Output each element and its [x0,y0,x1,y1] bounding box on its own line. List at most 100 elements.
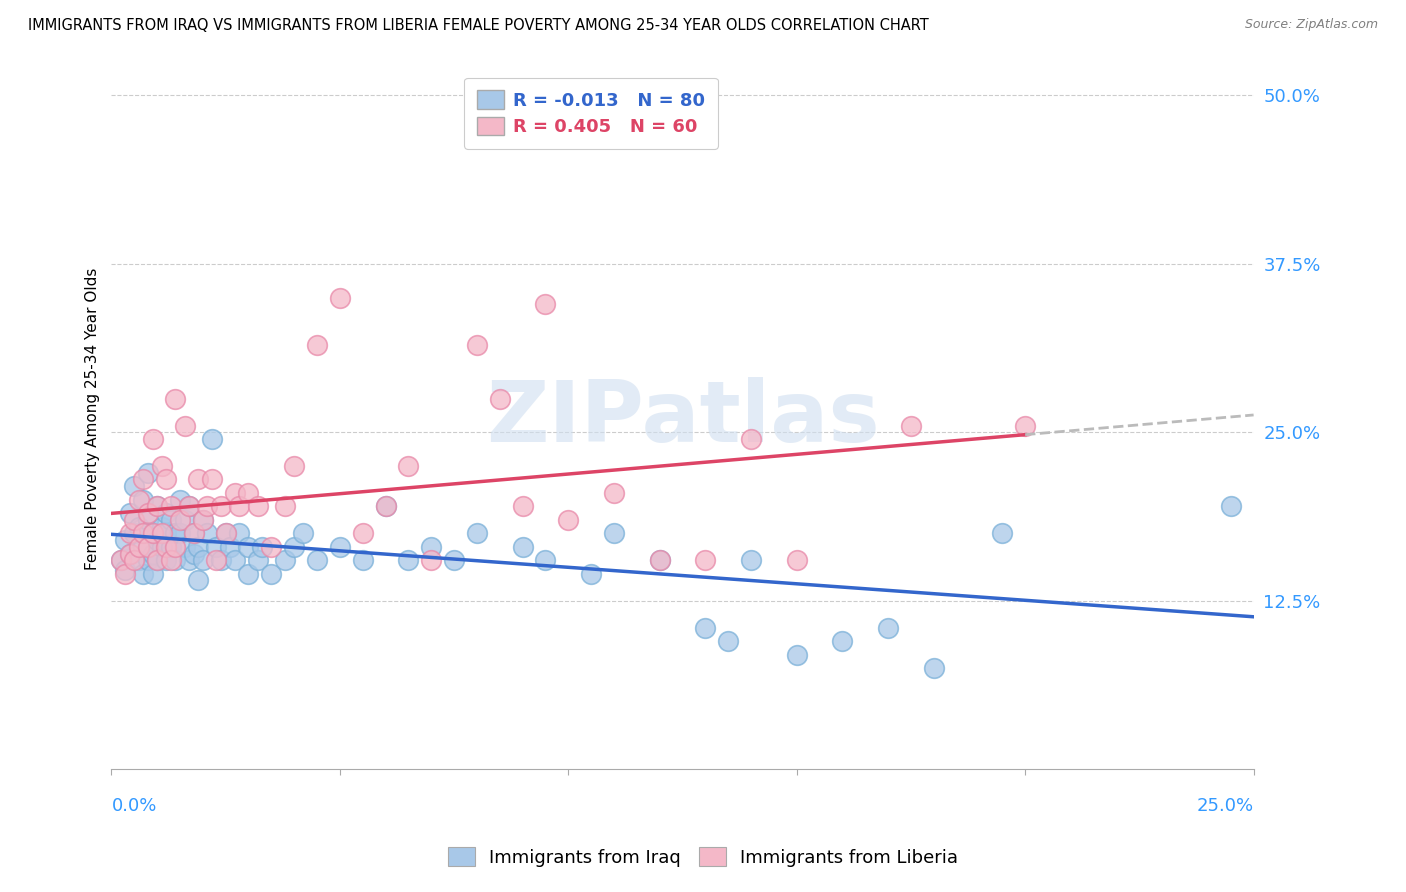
Legend: R = -0.013   N = 80, R = 0.405   N = 60: R = -0.013 N = 80, R = 0.405 N = 60 [464,78,718,149]
Point [183,526,205,541]
Point [122,479,145,493]
Point [740,553,762,567]
Point [717,634,740,648]
Point [224,553,246,567]
Point [132,492,155,507]
Point [246,553,269,567]
Text: 25.0%: 25.0% [1197,797,1254,815]
Point [214,526,236,541]
Point [250,540,273,554]
Point [831,634,853,648]
Point [155,506,177,520]
Point [155,540,177,554]
Point [877,621,900,635]
Point [695,553,717,567]
Point [165,553,187,567]
Point [465,526,488,541]
Point [169,526,191,541]
Point [128,492,150,507]
Point [695,621,717,635]
Point [187,472,209,486]
Point [150,458,173,473]
Point [136,553,159,567]
Point [150,540,173,554]
Point [159,513,181,527]
Point [214,526,236,541]
Point [132,566,155,581]
Y-axis label: Female Poverty Among 25-34 Year Olds: Female Poverty Among 25-34 Year Olds [86,268,100,570]
Point [648,553,671,567]
Point [114,533,136,547]
Point [122,553,145,567]
Point [238,566,260,581]
Point [141,566,163,581]
Point [512,500,534,514]
Point [159,500,181,514]
Point [512,540,534,554]
Point [155,526,177,541]
Point [443,553,465,567]
Point [146,553,169,567]
Point [922,661,945,675]
Point [579,566,602,581]
Point [786,648,808,662]
Point [201,432,224,446]
Point [155,553,177,567]
Point [114,566,136,581]
Point [488,392,510,406]
Point [238,540,260,554]
Point [132,472,155,486]
Point [169,492,191,507]
Point [352,553,374,567]
Point [305,337,328,351]
Point [209,500,232,514]
Point [141,547,163,561]
Point [177,553,200,567]
Point [603,486,626,500]
Legend: Immigrants from Iraq, Immigrants from Liberia: Immigrants from Iraq, Immigrants from Li… [440,840,966,874]
Point [173,540,195,554]
Point [183,526,205,541]
Point [146,533,169,547]
Point [173,513,195,527]
Point [900,418,922,433]
Point [165,392,187,406]
Text: IMMIGRANTS FROM IRAQ VS IMMIGRANTS FROM LIBERIA FEMALE POVERTY AMONG 25-34 YEAR : IMMIGRANTS FROM IRAQ VS IMMIGRANTS FROM … [28,18,929,33]
Point [305,553,328,567]
Point [228,526,250,541]
Point [146,500,169,514]
Point [396,553,419,567]
Point [128,540,150,554]
Point [260,540,283,554]
Point [374,500,396,514]
Point [110,553,132,567]
Point [991,526,1014,541]
Point [159,553,181,567]
Point [465,337,488,351]
Point [191,513,214,527]
Point [420,553,443,567]
Point [283,458,305,473]
Point [141,526,163,541]
Point [141,432,163,446]
Point [191,513,214,527]
Point [128,519,150,533]
Point [122,513,145,527]
Point [118,547,141,561]
Point [132,540,155,554]
Point [177,500,200,514]
Point [195,500,218,514]
Point [132,526,155,541]
Point [374,500,396,514]
Point [740,432,762,446]
Point [329,540,352,554]
Point [146,500,169,514]
Point [1219,500,1241,514]
Point [603,526,626,541]
Point [128,553,150,567]
Text: Source: ZipAtlas.com: Source: ZipAtlas.com [1244,18,1378,31]
Point [1014,418,1036,433]
Point [155,472,177,486]
Point [201,472,224,486]
Point [165,526,187,541]
